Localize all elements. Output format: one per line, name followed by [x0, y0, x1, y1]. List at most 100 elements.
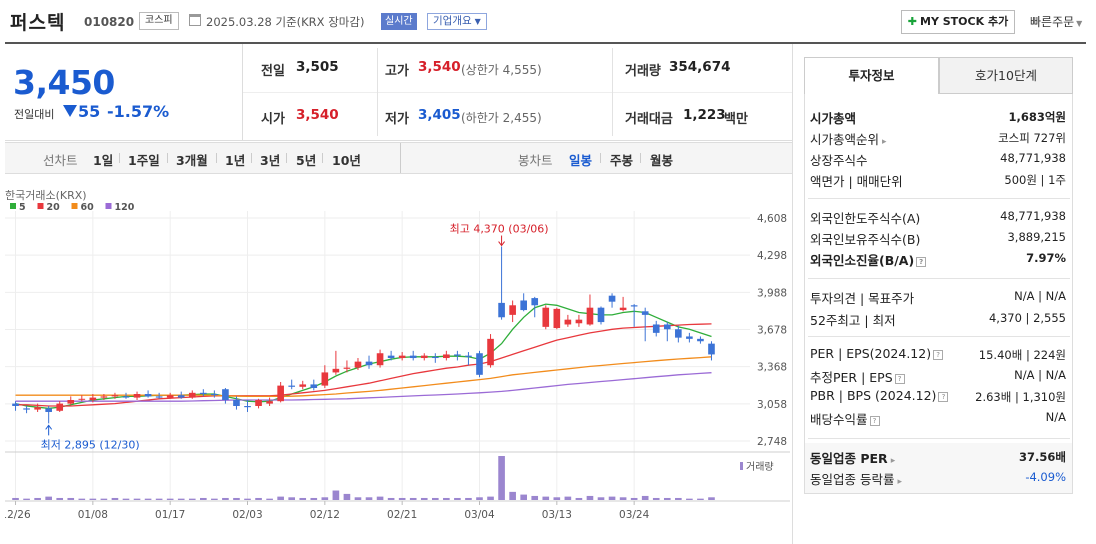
header-divider	[5, 42, 1086, 44]
candle-body	[487, 338, 494, 366]
x-tick-label: 02/12	[310, 509, 340, 521]
volume-bar	[100, 498, 108, 500]
period-1d[interactable]: 1일	[93, 153, 114, 168]
high-arrow-head	[498, 241, 505, 247]
volume-bar	[509, 491, 516, 500]
ma-line-120	[15, 372, 712, 402]
candle-body	[343, 367, 351, 369]
volume-bar	[155, 498, 163, 500]
volume-bar	[686, 498, 693, 500]
period-1w[interactable]: 1주일	[128, 153, 160, 168]
candle-body	[23, 408, 30, 410]
help-icon[interactable]: ?	[933, 350, 944, 360]
volume-bar	[299, 497, 307, 500]
panel-section-divider	[808, 438, 1070, 439]
stock-name[interactable]: 퍼스텍	[10, 12, 66, 34]
info-value: N/A	[1045, 410, 1066, 424]
candle-body	[244, 405, 251, 408]
info-label: 시가총액	[810, 108, 856, 127]
info-value: 48,771,938	[1000, 209, 1066, 223]
period-3m[interactable]: 3개월	[176, 153, 208, 168]
candle-body	[45, 408, 52, 412]
info-label: 배당수익률?	[810, 409, 880, 428]
candle-body	[509, 305, 516, 315]
candle-body	[266, 401, 273, 404]
candle-body	[586, 307, 594, 325]
volume-label: 거래량	[625, 64, 661, 79]
panel-section-divider	[808, 198, 1070, 199]
upper-limit: (상한가 4,555)	[461, 63, 542, 77]
info-label[interactable]: 동일업종 등락률 ▸	[810, 469, 902, 488]
chevron-right-icon: ▸	[897, 477, 903, 487]
chart-annotations: 최고 4,370 (03/06) 최저 2,895 (12/30)	[41, 223, 549, 452]
x-tick-label: 12/26	[5, 509, 31, 521]
info-label: 추정PER | EPS?	[810, 367, 905, 386]
current-price: 3,450	[13, 63, 115, 102]
info-label[interactable]: 동일업종 PER ▸	[810, 448, 895, 467]
candle-body	[34, 407, 41, 410]
candle-body	[553, 308, 561, 329]
info-label-text: 투자의견 | 목표주가	[810, 291, 915, 306]
volume-bar	[398, 497, 406, 500]
period-10y[interactable]: 10년	[332, 153, 361, 168]
realtime-badge[interactable]: 실시간	[381, 13, 417, 30]
volume-bar	[233, 497, 240, 500]
low-value: 3,405	[418, 107, 461, 123]
candle-body	[454, 354, 461, 356]
volume-legend-label: 거래량	[746, 461, 774, 473]
candle-daily[interactable]: 일봉	[569, 153, 593, 168]
period-5y[interactable]: 5년	[296, 153, 317, 168]
volume-bar	[531, 495, 539, 500]
tab-investment-info[interactable]: 투자정보	[804, 57, 939, 94]
candle-body	[67, 399, 75, 404]
candle-chart-label: 봉차트	[518, 153, 553, 168]
candle-body	[443, 354, 450, 359]
lower-limit: (하한가 2,455)	[461, 111, 542, 125]
candle-body	[619, 307, 627, 311]
help-icon[interactable]: ?	[938, 392, 949, 402]
help-icon[interactable]: ?	[894, 374, 905, 384]
prev-close-label: 전일	[261, 64, 285, 79]
company-overview-button[interactable]: 기업개요 ▼	[427, 13, 487, 30]
quick-order-button[interactable]: 빠른주문 ▼	[1030, 13, 1082, 30]
info-label: PBR | BPS (2024.12)?	[810, 388, 949, 403]
volume-bar	[244, 498, 251, 500]
volume-bar	[23, 498, 30, 500]
info-label[interactable]: 시가총액순위 ▸	[810, 129, 887, 148]
candle-body	[78, 398, 86, 400]
volume-bar	[211, 498, 218, 500]
tab-order-book[interactable]: 호가10단계	[939, 57, 1073, 94]
info-label: 상장주식수	[810, 150, 868, 169]
x-tick-label: 01/08	[78, 509, 108, 521]
amount-value: 1,223	[683, 107, 726, 123]
candle-body	[465, 355, 472, 357]
candle-body	[663, 324, 671, 330]
chart-grid: 4,608 4,298 3,988 3,678 3,368 3,058 2,748	[5, 210, 790, 502]
volume-bar	[266, 498, 273, 500]
info-label-text: 시가총액순위	[810, 132, 880, 147]
volume-bar	[564, 496, 572, 500]
candle-monthly[interactable]: 월봉	[650, 153, 674, 168]
candle-body	[89, 397, 97, 400]
info-value: N/A | N/A	[1014, 289, 1066, 303]
candle-body	[188, 392, 196, 398]
info-value: 1,683억원	[1008, 110, 1066, 124]
candle-weekly[interactable]: 주봉	[610, 153, 634, 168]
info-label-text: PER | EPS(2024.12)	[810, 346, 932, 361]
volume-bar	[166, 498, 174, 500]
period-1y[interactable]: 1년	[225, 153, 246, 168]
chevron-down-icon: ▼	[1076, 19, 1083, 28]
help-icon[interactable]: ?	[869, 416, 880, 426]
period-3y[interactable]: 3년	[260, 153, 281, 168]
candle-body	[321, 372, 329, 386]
add-mystock-button[interactable]: ✚ MY STOCK 추가	[901, 10, 1015, 34]
volume-bar	[542, 496, 550, 500]
info-value: 15.40배 | 224원	[978, 348, 1066, 362]
candle-body	[641, 311, 649, 315]
help-icon[interactable]: ?	[916, 257, 927, 267]
candlestick-chart[interactable]: 한국거래소(KRX) 5 20 60 120 4,608 4,298 3,988 3,678…	[5, 186, 790, 522]
column-divider	[792, 44, 793, 544]
candle-body	[56, 403, 64, 411]
candle-body	[211, 394, 218, 396]
separator	[286, 153, 287, 163]
